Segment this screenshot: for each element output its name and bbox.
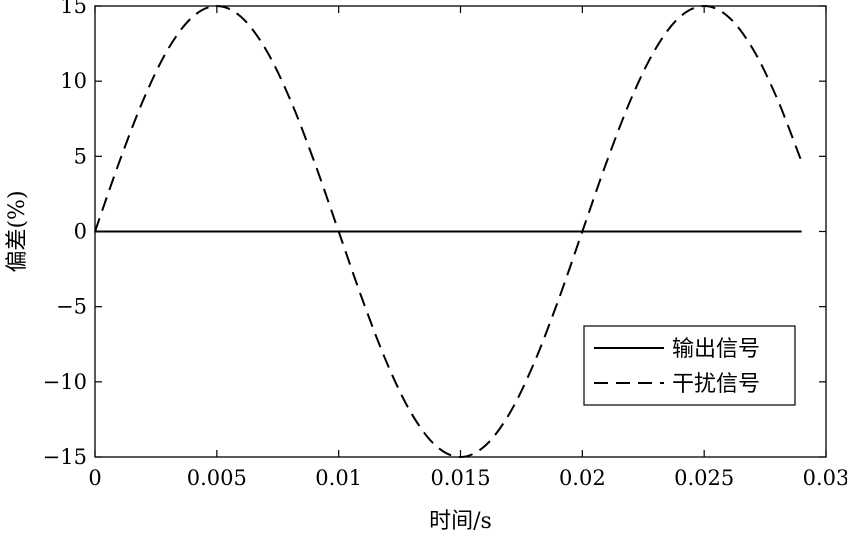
legend: 输出信号 干扰信号	[583, 325, 796, 406]
x-tick-label: 0.025	[674, 466, 734, 490]
legend-label-output-signal: 输出信号	[672, 337, 760, 362]
y-tick-label: −5	[56, 295, 87, 319]
series-layer	[94, 4, 803, 459]
x-tick-label: 0.015	[430, 466, 490, 490]
y-tick-label: 10	[60, 69, 87, 93]
x-tick-label: 0.005	[187, 466, 247, 490]
x-tick-label: 0.02	[559, 466, 606, 490]
y-tick-label: −15	[43, 445, 87, 469]
x-tick-label: 0.01	[315, 466, 362, 490]
x-axis: 0 0.005 0.01 0.015 0.02 0.025 0.03	[88, 6, 847, 490]
x-axis-title: 时间/s	[429, 509, 492, 534]
y-axis: −15 −10 −5 0 5 10 15	[43, 0, 826, 469]
legend-box	[583, 325, 796, 406]
y-axis-title: 偏差(%)	[5, 190, 30, 272]
x-tick-label: 0.03	[803, 466, 847, 490]
y-tick-label: 0	[74, 220, 87, 244]
y-tick-label: −10	[43, 370, 87, 394]
y-tick-label: 5	[74, 144, 87, 168]
series-line-disturbance-signal	[94, 4, 803, 459]
x-tick-label: 0	[88, 466, 101, 490]
y-tick-label: 15	[60, 0, 87, 18]
legend-label-disturbance-signal: 干扰信号	[672, 372, 760, 397]
